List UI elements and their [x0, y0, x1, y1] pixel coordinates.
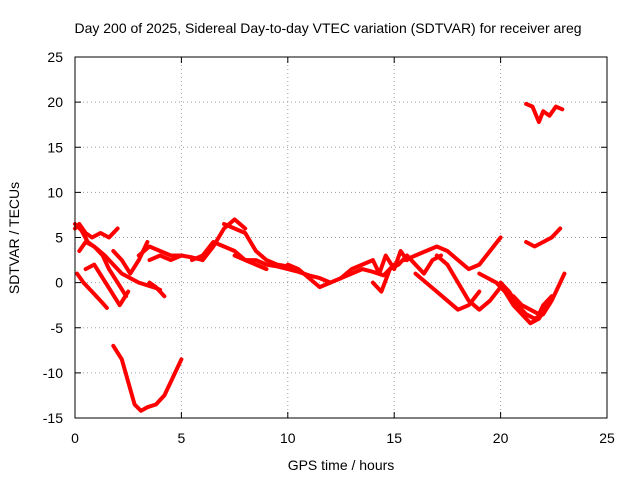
x-tick-label: 25	[599, 430, 615, 446]
series-line-sat-p	[370, 253, 443, 294]
series-line-sat-e	[83, 262, 131, 308]
series-group	[73, 101, 567, 413]
y-tick-label: -5	[51, 320, 64, 336]
axis-ticks: 0 5 10 15 20 25 -15 -10 -5 0 5 10 15 20 25	[43, 49, 615, 446]
y-tick-label: 20	[47, 94, 63, 110]
x-tick-label: 10	[280, 430, 296, 446]
series-line-sat-t	[477, 271, 550, 326]
series-line-sat-g	[136, 244, 184, 258]
y-tick-label: 10	[47, 184, 63, 200]
series-line-sat-x	[524, 101, 565, 124]
grid	[75, 57, 607, 418]
chart-title: Day 200 of 2025, Sidereal Day-to-day VTE…	[74, 20, 581, 36]
series-line-sat-r	[413, 271, 482, 312]
x-tick-label: 20	[493, 430, 509, 446]
series-line-sat-b	[73, 222, 163, 292]
series-line-sat-i	[111, 343, 184, 413]
y-tick-label: 0	[55, 275, 63, 291]
series-line-sat-s	[434, 253, 503, 312]
series-line-sat-v	[511, 294, 554, 317]
series-line-sat-h	[147, 280, 167, 299]
y-tick-label: 5	[55, 230, 63, 246]
y-tick-label: -15	[43, 410, 63, 426]
series-line-sat-c	[77, 240, 129, 299]
series-line-sat-o	[339, 249, 409, 281]
y-axis-title: SDTVAR / TECUs	[6, 182, 22, 294]
y-tick-label: -10	[43, 365, 63, 381]
x-axis-title: GPS time / hours	[288, 457, 395, 473]
series-line-sat-m	[232, 253, 333, 285]
x-tick-label: 15	[386, 430, 402, 446]
y-tick-label: 25	[47, 49, 63, 65]
x-tick-label: 0	[71, 430, 79, 446]
series-line-sat-d	[75, 271, 109, 310]
series-line-sat-w	[524, 226, 563, 249]
series-line-sat-a	[73, 222, 120, 240]
y-tick-label: 15	[47, 139, 63, 155]
series-line-sat-q	[402, 235, 503, 272]
x-tick-label: 5	[178, 430, 186, 446]
series-line-sat-k	[190, 240, 269, 272]
